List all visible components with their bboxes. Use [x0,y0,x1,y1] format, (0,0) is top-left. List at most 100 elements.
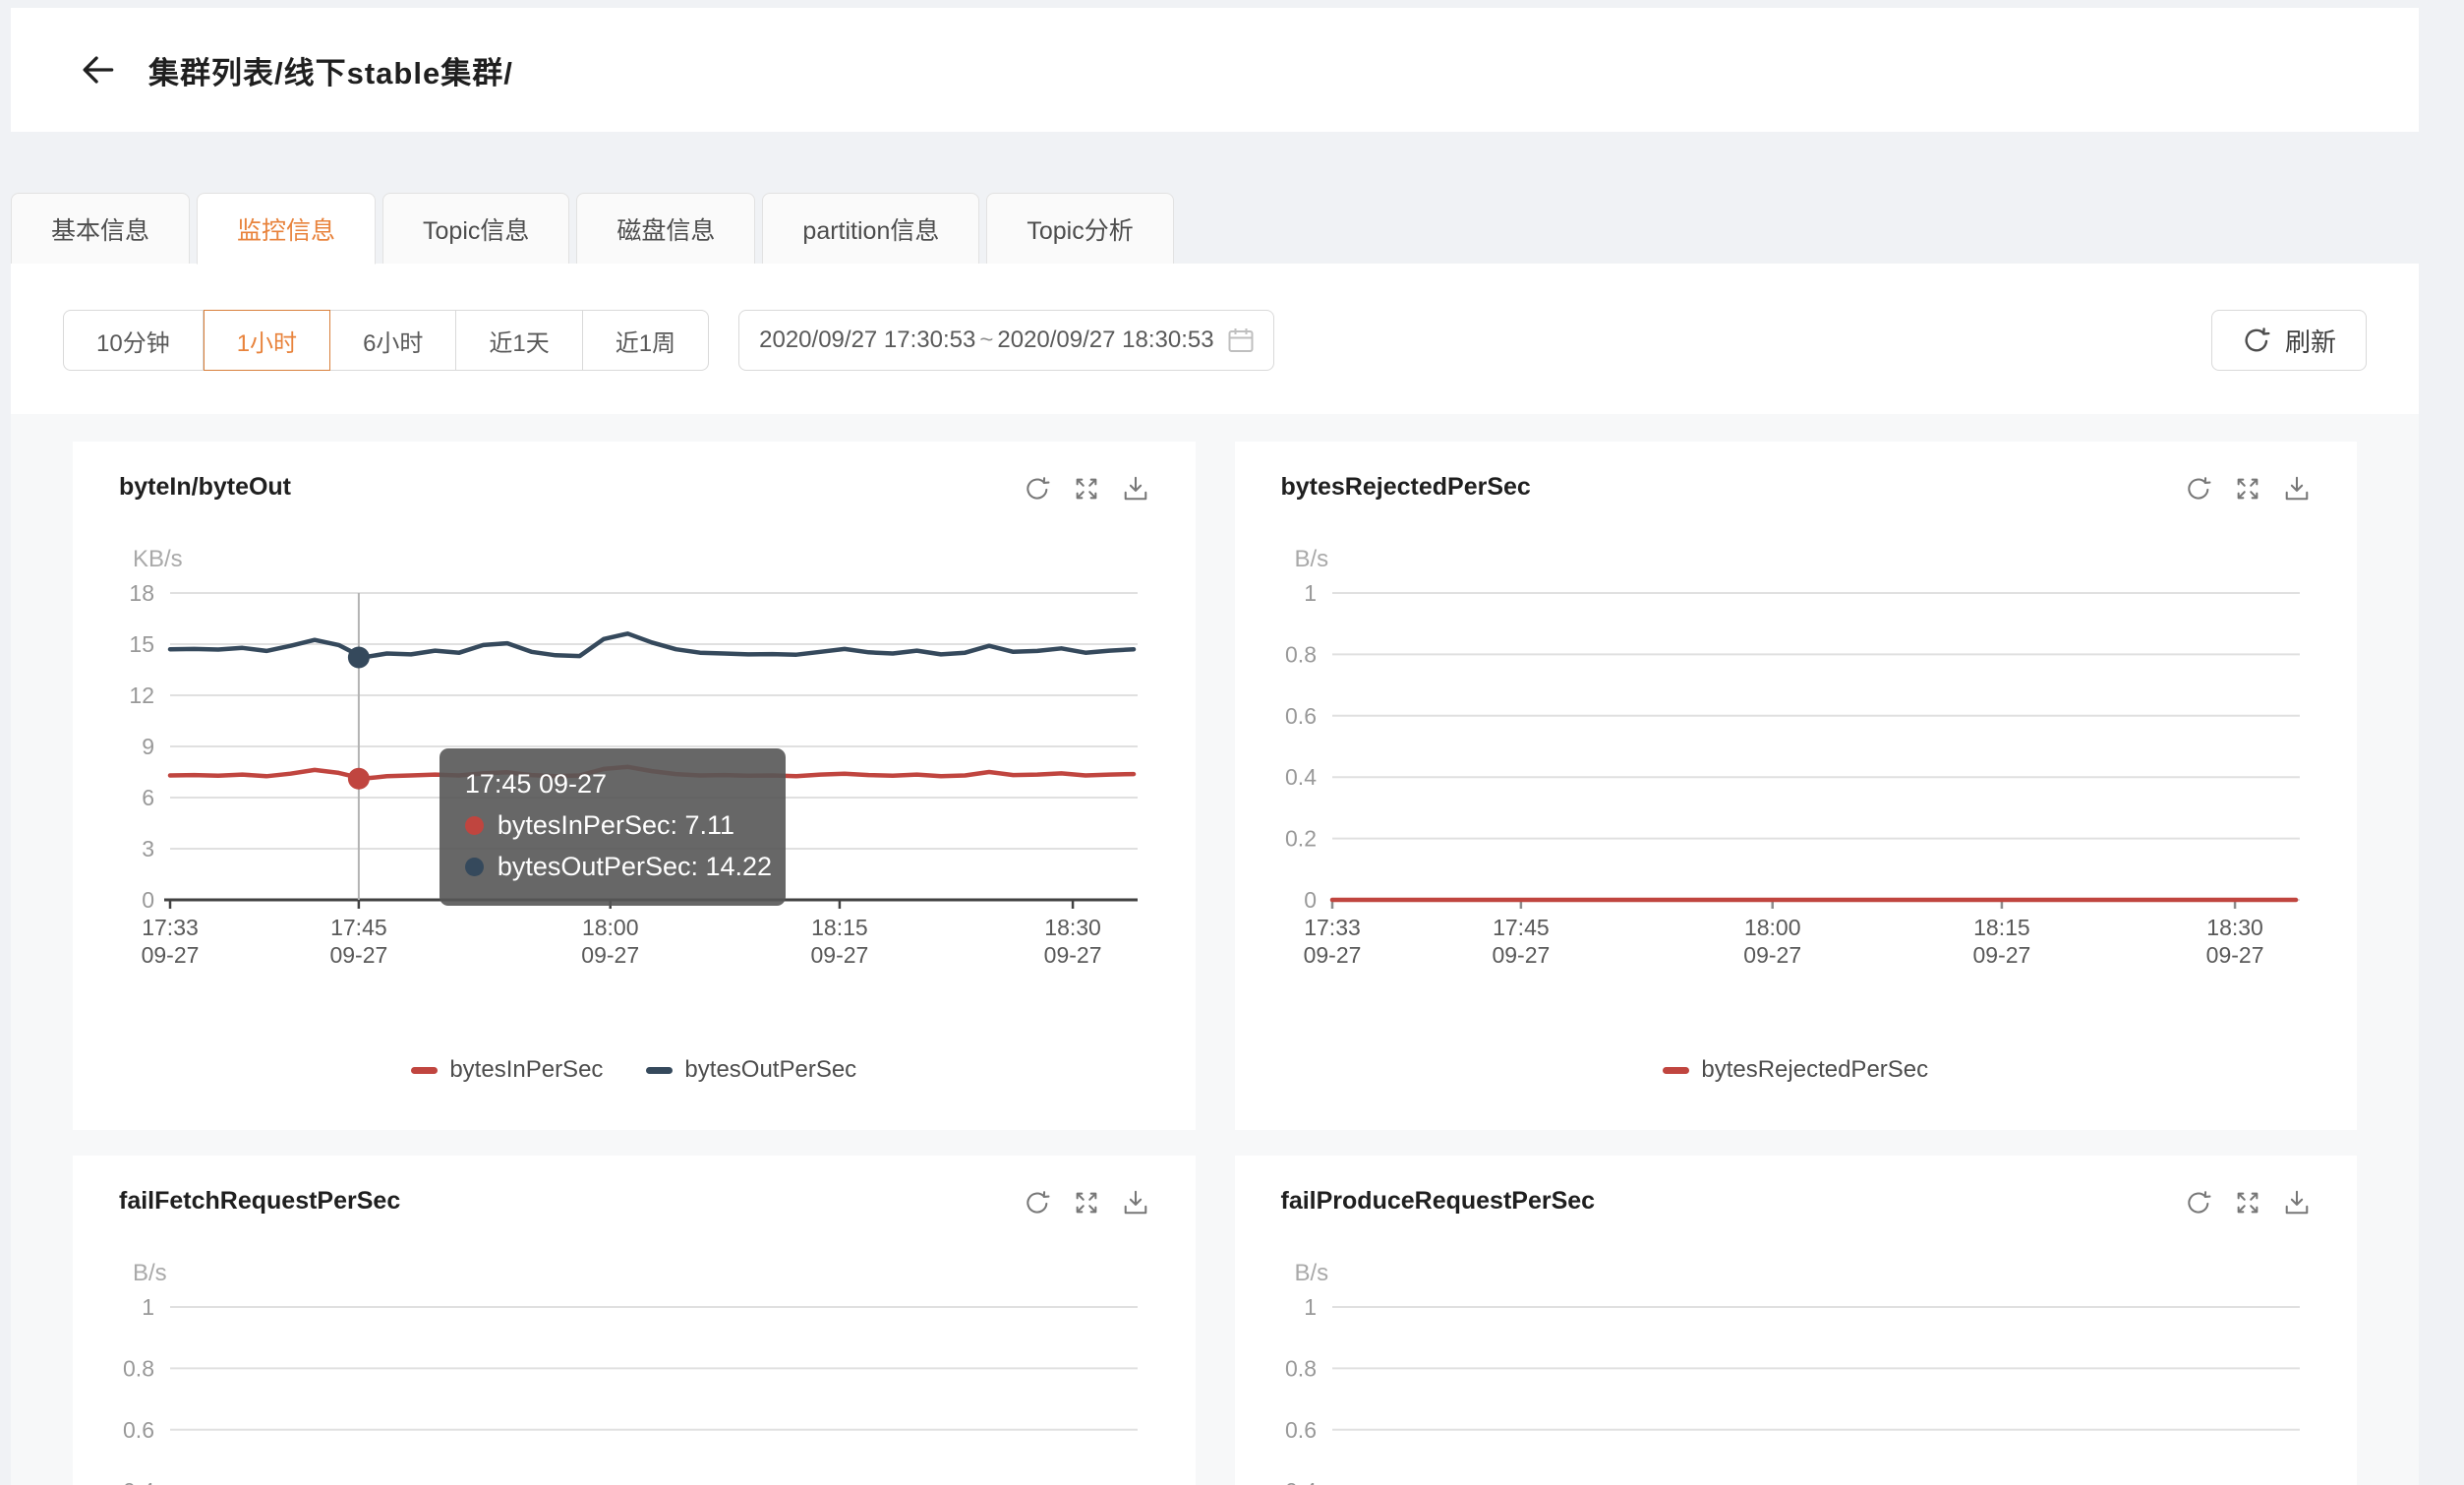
chart-title: bytesRejectedPerSec [1280,473,1531,501]
time-range-button-2[interactable]: 6小时 [330,310,457,371]
chart-legend: bytesRejectedPerSec [1281,1056,2312,1084]
chart-toolbar [2185,1189,2311,1217]
tab-bar: 基本信息 监控信息 Topic信息 磁盘信息 partition信息 Topic分析 [11,193,1181,265]
svg-text:09-27: 09-27 [329,942,387,968]
tab-item-5[interactable]: Topic分析 [986,193,1174,265]
time-range-button-4[interactable]: 近1周 [582,310,710,371]
svg-text:1: 1 [1304,1294,1317,1320]
chart-reload-icon[interactable] [2185,1189,2212,1217]
svg-text:09-27: 09-27 [1303,942,1361,968]
svg-text:0.6: 0.6 [123,1417,154,1443]
legend-item-bytesInPerSec[interactable]: bytesInPerSec [411,1056,603,1084]
svg-text:0.8: 0.8 [1285,641,1317,667]
svg-text:1: 1 [1304,580,1317,606]
legend-item-bytesRejectedPerSec[interactable]: bytesRejectedPerSec [1663,1056,1928,1084]
svg-text:0: 0 [142,887,154,913]
svg-text:18:15: 18:15 [811,915,868,940]
svg-text:1: 1 [142,1294,154,1320]
page-header: 集群列表/线下stable集群/ [11,8,2419,132]
svg-text:0.4: 0.4 [1285,1478,1317,1485]
svg-text:18:30: 18:30 [2206,915,2263,940]
svg-text:17:45: 17:45 [1493,915,1550,940]
legend-marker [646,1066,674,1074]
chart-legend: bytesInPerSec bytesOutPerSec [119,1056,1149,1084]
legend-item-bytesOutPerSec[interactable]: bytesOutPerSec [646,1056,856,1084]
svg-text:09-27: 09-27 [1044,942,1102,968]
svg-text:18:00: 18:00 [1743,915,1800,940]
date-range-input[interactable]: 2020/09/27 17:30:53 ~ 2020/09/27 18:30:5… [738,310,1275,371]
svg-text:3: 3 [142,836,154,861]
chart-reload-icon[interactable] [2185,475,2212,503]
svg-text:0: 0 [1304,887,1317,913]
svg-text:0.8: 0.8 [123,1355,154,1381]
time-range-button-0[interactable]: 10分钟 [63,310,204,371]
svg-text:09-27: 09-27 [1972,942,2030,968]
chart-toolbar [1024,475,1149,503]
chart-toolbar [2185,475,2311,503]
legend-label: bytesRejectedPerSec [1701,1056,1929,1083]
time-range-button-3[interactable]: 近1天 [456,310,583,371]
svg-text:09-27: 09-27 [1492,942,1550,968]
svg-text:09-27: 09-27 [142,942,200,968]
y-axis-unit: KB/s [133,546,183,572]
charts-grid: byteIn/byteOut [11,414,2419,1485]
y-axis-unit: B/s [133,1260,167,1286]
chart-title: byteIn/byteOut [119,473,292,501]
legend-label: bytesOutPerSec [684,1056,857,1083]
calendar-icon[interactable] [1226,326,1256,355]
refresh-button[interactable]: 刷新 [2210,310,2367,371]
svg-text:18:00: 18:00 [582,915,639,940]
chart-title: failProduceRequestPerSec [1280,1187,1596,1215]
svg-text:0.6: 0.6 [1285,703,1317,729]
svg-text:0.8: 0.8 [1285,1355,1317,1381]
refresh-label: 刷新 [2284,327,2336,357]
svg-text:09-27: 09-27 [2205,942,2263,968]
chart-fullscreen-icon[interactable] [2234,1189,2261,1217]
chart-title: failFetchRequestPerSec [119,1187,401,1215]
tab-item-2[interactable]: Topic信息 [382,193,570,265]
time-range-group: 10分钟 1小时 6小时 近1天 近1周 [63,310,710,371]
svg-text:0.4: 0.4 [1285,764,1317,790]
toolbar: 10分钟 1小时 6小时 近1天 近1周 2020/09/27 17:30:53 ~ 2… [11,264,2419,371]
svg-text:17:33: 17:33 [142,915,199,940]
chart-reload-icon[interactable] [1024,475,1051,503]
chart-download-icon[interactable] [1122,1189,1149,1217]
svg-text:18:30: 18:30 [1044,915,1101,940]
svg-text:0.2: 0.2 [1285,826,1317,852]
tab-item-1[interactable]: 监控信息 [197,193,377,265]
y-axis-unit: B/s [1294,1260,1329,1286]
svg-text:17:33: 17:33 [1304,915,1361,940]
chart-reload-icon[interactable] [1024,1189,1051,1217]
tab-item-3[interactable]: 磁盘信息 [576,193,756,265]
chart-plot-area: 00.20.40.60.8117:3309-2717:4509-2718:000… [119,1293,1149,1485]
svg-text:09-27: 09-27 [811,942,869,968]
breadcrumb: 集群列表/线下stable集群/ [148,55,513,90]
refresh-icon [2242,326,2271,355]
chart-fullscreen-icon[interactable] [2234,475,2261,503]
svg-text:0.4: 0.4 [123,1478,154,1485]
svg-text:09-27: 09-27 [1743,942,1801,968]
back-arrow-icon[interactable] [74,46,121,93]
date-range-separator: ~ [979,327,994,353]
chart-download-icon[interactable] [2283,475,2311,503]
chart-card-0: byteIn/byteOut [73,442,1196,1130]
chart-download-icon[interactable] [1122,475,1149,503]
chart-fullscreen-icon[interactable] [1073,1189,1100,1217]
tab-item-4[interactable]: partition信息 [762,193,980,265]
legend-label: bytesInPerSec [449,1056,604,1083]
svg-text:15: 15 [129,631,154,657]
svg-text:9: 9 [142,734,154,759]
time-range-button-1[interactable]: 1小时 [203,310,331,371]
tab-item-0[interactable]: 基本信息 [11,193,191,265]
chart-card-1: bytesRejectedPerSec [1234,442,2357,1130]
y-axis-unit: B/s [1294,546,1329,572]
content-panel: 10分钟 1小时 6小时 近1天 近1周 2020/09/27 17:30:53 ~ 2… [11,264,2419,1485]
svg-text:18:15: 18:15 [1973,915,2030,940]
legend-marker [411,1066,439,1074]
chart-fullscreen-icon[interactable] [1073,475,1100,503]
chart-card-3: failProduceRequestPerSec [1234,1156,2357,1485]
chart-toolbar [1024,1189,1149,1217]
chart-download-icon[interactable] [2283,1189,2311,1217]
svg-text:09-27: 09-27 [581,942,639,968]
